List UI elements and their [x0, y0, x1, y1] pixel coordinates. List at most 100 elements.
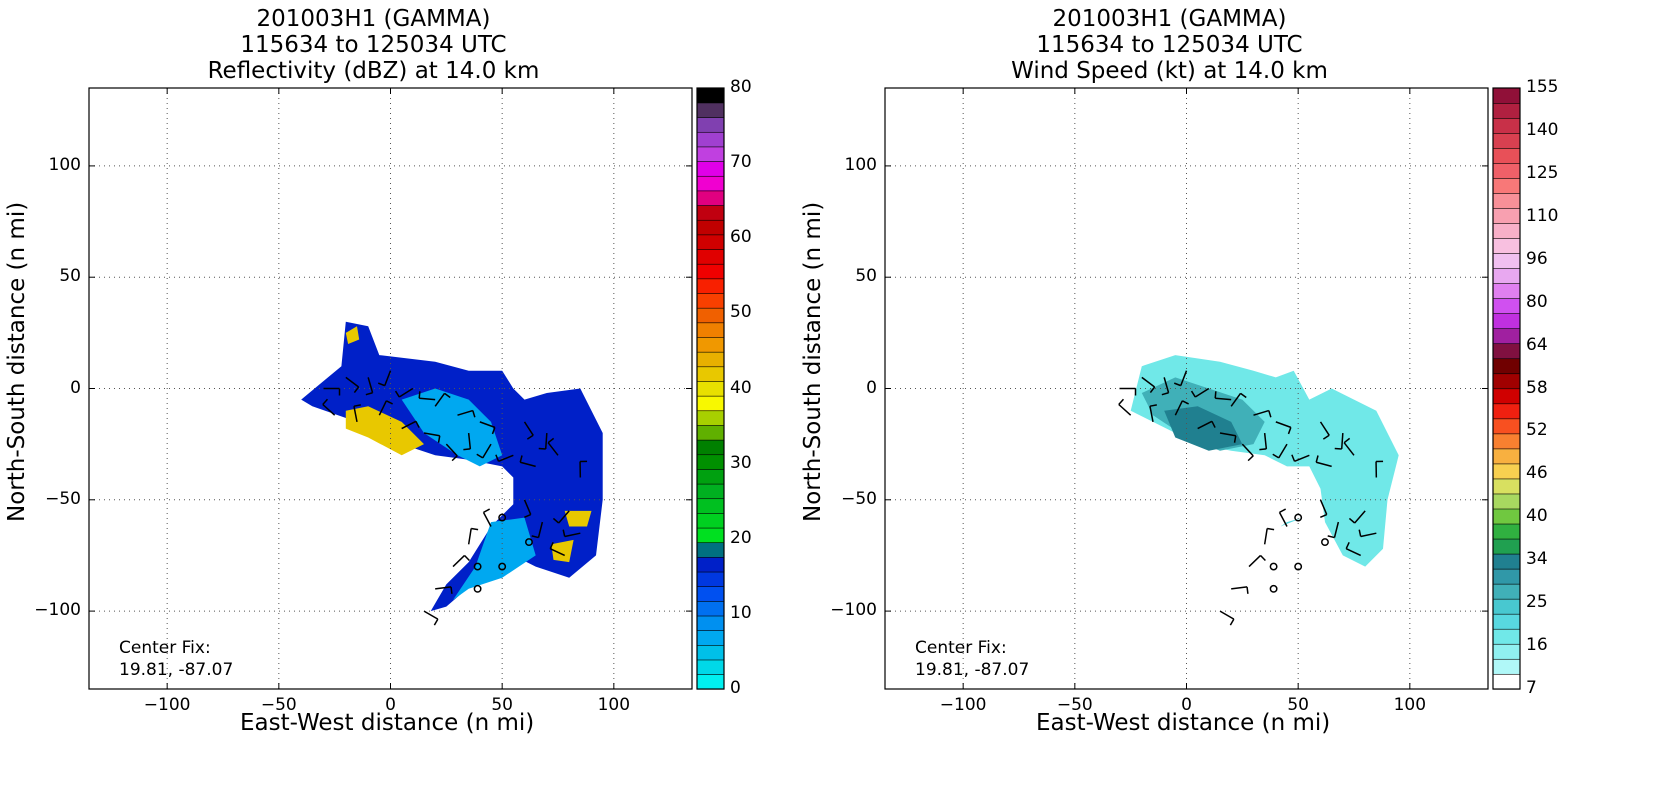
x-tick-label: −50 — [1056, 695, 1093, 715]
x-tick-label: 100 — [1393, 695, 1427, 715]
colorbar-swatch-40 — [696, 87, 725, 104]
wind-barb-14 — [1291, 454, 1310, 462]
wind-barb-3 — [377, 370, 392, 387]
wind-barb-32 — [1327, 521, 1340, 539]
wind-barb-10 — [423, 432, 441, 443]
colorbar-swatch-13 — [1492, 478, 1521, 495]
colorbar-swatch-30 — [696, 234, 725, 250]
colorbar-swatch-11 — [1492, 508, 1521, 525]
wind-barb-30 — [423, 610, 439, 626]
colorbar-swatch-37 — [1492, 117, 1521, 134]
wind-barb-24 — [562, 529, 581, 538]
wind-barb-7 — [353, 404, 361, 423]
colorbar-swatch-15 — [696, 454, 725, 470]
colorbar-swatch-6 — [696, 586, 725, 602]
colorbar-swatch-10 — [1492, 523, 1521, 540]
colorbar-swatch-16 — [1492, 433, 1521, 450]
data-region-1 — [401, 388, 503, 467]
wind-barb-27 — [1263, 527, 1275, 545]
colorbar-swatch-3 — [1492, 628, 1521, 645]
data-region-5 — [564, 510, 592, 527]
colorbar-swatch-17 — [1492, 418, 1521, 435]
chart-title-line-2: 115634 to 125034 UTC — [1036, 32, 1303, 58]
y-tick-label: 100 — [48, 154, 81, 175]
wind-barb-32 — [531, 521, 544, 539]
wind-barb-3 — [1173, 370, 1188, 387]
wind-barb-28 — [452, 554, 470, 568]
colorbar-swatch-8 — [696, 556, 725, 573]
colorbar-frame — [1492, 87, 1521, 690]
colorbar-tick-label: 125 — [1526, 162, 1559, 183]
data-region-4 — [345, 326, 360, 344]
colorbar-swatch-8 — [1492, 553, 1521, 570]
colorbar-tick-label: 70 — [730, 152, 752, 173]
y-tick-label: 50 — [59, 266, 81, 287]
calm-marker-0 — [498, 513, 507, 522]
colorbar-swatch-33 — [696, 190, 725, 206]
wind-barb-12 — [1259, 432, 1268, 451]
colorbar-swatch-30 — [1492, 222, 1521, 239]
colorbar-swatch-22 — [1492, 343, 1521, 360]
colorbar-swatch-9 — [1492, 538, 1521, 555]
calm-marker-2 — [473, 562, 482, 571]
data-region-6 — [551, 539, 574, 563]
colorbar-swatch-33 — [1492, 177, 1521, 194]
colorbar-swatch-24 — [1492, 313, 1521, 329]
colorbar-swatch-21 — [1492, 358, 1521, 375]
windspeed-chart — [884, 87, 1521, 690]
wind-barb-6 — [322, 398, 336, 416]
calm-marker-0 — [1294, 513, 1303, 522]
wind-barb-11 — [445, 443, 458, 462]
data-region-0 — [301, 321, 603, 612]
colorbar-tick-label: 7 — [1526, 678, 1537, 698]
colorbar-swatch-28 — [696, 263, 725, 280]
calm-marker-1 — [525, 538, 533, 547]
colorbar-tick-label: 52 — [1526, 420, 1548, 441]
data-region-2 — [1164, 406, 1243, 451]
y-tick-label: 50 — [855, 266, 877, 287]
chart-title-line-1: 201003H1 (GAMMA) — [256, 6, 491, 32]
wind-barb-26 — [482, 508, 492, 527]
colorbar-swatch-36 — [696, 146, 725, 162]
colorbar-swatch-22 — [696, 351, 725, 368]
wind-barb-30 — [1219, 610, 1235, 626]
colorbar-swatch-0 — [1492, 673, 1521, 690]
y-tick-label: 0 — [866, 377, 877, 398]
colorbar-swatch-12 — [1492, 493, 1521, 510]
colorbar-swatch-25 — [1492, 298, 1521, 314]
colorbar-swatch-5 — [696, 600, 725, 617]
wind-barb-17 — [579, 460, 588, 478]
x-tick-label: −100 — [143, 695, 191, 715]
colorbar-swatch-27 — [696, 278, 725, 294]
wind-barb-2 — [1161, 377, 1170, 396]
colorbar-swatch-4 — [1492, 613, 1521, 630]
colorbar-swatch-28 — [1492, 252, 1521, 269]
reflectivity-panel: 201003H1 (GAMMA) 115634 to 125034 UTC Re… — [4, 6, 752, 736]
colorbar-tick-label: 60 — [730, 227, 752, 248]
wind-barb-9 — [1197, 420, 1216, 430]
chart-title-line-3: Wind Speed (kt) at 14.0 km — [1011, 58, 1328, 84]
wind-barb-11 — [1241, 443, 1254, 462]
chart-title-line-1: 201003H1 (GAMMA) — [1052, 6, 1287, 32]
y-tick-label: −100 — [34, 600, 81, 621]
wind-barb-15 — [519, 455, 536, 468]
wind-barb-23 — [1348, 510, 1366, 524]
wind-barb-31 — [1319, 499, 1328, 518]
colorbar-tick-label: 64 — [1526, 334, 1548, 355]
colorbar-swatch-18 — [696, 410, 725, 426]
colorbar-swatch-19 — [1492, 388, 1521, 405]
wind-barb-15 — [1315, 455, 1332, 468]
wind-barb-16 — [547, 437, 559, 456]
wind-barb-6 — [1118, 398, 1132, 416]
wind-barb-16 — [1343, 437, 1355, 456]
colorbar-swatch-2 — [696, 644, 725, 661]
center-fix-label: Center Fix: — [915, 638, 1007, 658]
data-region-3 — [1280, 517, 1303, 527]
colorbar-tick-label: 110 — [1526, 205, 1559, 226]
colorbar-swatch-38 — [696, 117, 725, 133]
wind-barb-20 — [1275, 421, 1292, 435]
colorbar-swatch-21 — [696, 366, 725, 382]
wind-barb-26 — [1278, 508, 1288, 527]
wind-barb-18 — [1230, 392, 1247, 407]
wind-barb-14 — [495, 454, 514, 462]
